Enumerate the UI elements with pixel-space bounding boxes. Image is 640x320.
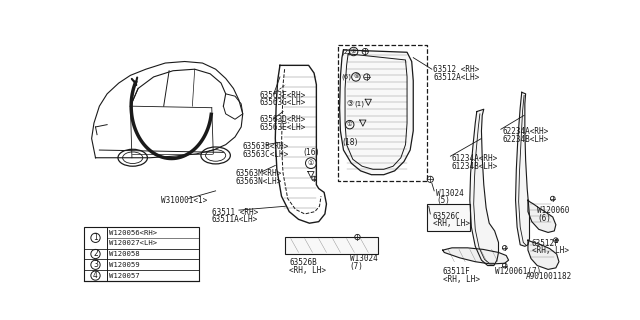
Text: 63563E<LH>: 63563E<LH> <box>260 123 306 132</box>
Text: <RH, LH>: <RH, LH> <box>289 266 326 275</box>
Text: 4: 4 <box>93 271 98 280</box>
Text: W120061(7): W120061(7) <box>495 267 541 276</box>
Text: 63563F<RH>: 63563F<RH> <box>260 91 306 100</box>
Text: 63563G<LH>: 63563G<LH> <box>260 99 306 108</box>
Polygon shape <box>443 248 509 264</box>
Polygon shape <box>516 92 529 246</box>
Text: 63512A<LH>: 63512A<LH> <box>433 73 479 82</box>
Text: W120058: W120058 <box>109 251 140 257</box>
Bar <box>285 237 378 254</box>
Text: 62234B<LH>: 62234B<LH> <box>502 135 548 144</box>
Text: ②: ② <box>351 49 356 54</box>
Text: W120056<RH>: W120056<RH> <box>109 230 157 236</box>
Text: (16): (16) <box>303 148 319 157</box>
Bar <box>84 227 198 281</box>
Text: ①: ① <box>347 122 353 127</box>
Text: (18): (18) <box>342 138 358 147</box>
Text: 63511 <RH>: 63511 <RH> <box>212 208 258 217</box>
Text: (5): (5) <box>436 196 451 205</box>
Text: 63526C: 63526C <box>433 212 460 221</box>
Polygon shape <box>470 109 499 266</box>
Text: <RH, LH>: <RH, LH> <box>443 275 480 284</box>
Text: 63512F: 63512F <box>532 239 559 248</box>
Text: 61234A<RH>: 61234A<RH> <box>452 154 499 163</box>
Text: 63563B<RH>: 63563B<RH> <box>243 142 289 151</box>
Text: 3: 3 <box>93 260 98 269</box>
Text: W120060: W120060 <box>537 206 570 215</box>
Text: 63563N<LH>: 63563N<LH> <box>235 177 281 186</box>
Text: (1): (1) <box>354 100 364 107</box>
Text: 63512 <RH>: 63512 <RH> <box>433 65 479 74</box>
Text: 63563C<LH>: 63563C<LH> <box>243 150 289 159</box>
Text: 63563D<RH>: 63563D<RH> <box>260 116 306 124</box>
Text: 61234B<LH>: 61234B<LH> <box>452 162 499 171</box>
Text: 2: 2 <box>93 250 98 259</box>
Text: 63563M<RH>: 63563M<RH> <box>235 169 281 178</box>
Text: W13024: W13024 <box>349 254 378 263</box>
Text: ①: ① <box>308 160 314 166</box>
Text: W13024: W13024 <box>436 188 464 197</box>
Polygon shape <box>340 50 413 175</box>
Text: ③: ③ <box>346 99 353 108</box>
Text: ④: ④ <box>353 74 358 79</box>
Text: 1: 1 <box>93 233 98 242</box>
Text: W120027<LH>: W120027<LH> <box>109 240 157 245</box>
Text: <RH, LH>: <RH, LH> <box>532 246 569 255</box>
Text: W120057: W120057 <box>109 273 140 278</box>
Polygon shape <box>528 200 556 232</box>
Text: W310001<1>: W310001<1> <box>161 196 207 205</box>
Text: (2): (2) <box>342 48 351 55</box>
Text: W120059: W120059 <box>109 262 140 268</box>
Text: 63511A<LH>: 63511A<LH> <box>212 215 258 225</box>
Text: A901001182: A901001182 <box>526 272 572 281</box>
Bar <box>428 204 470 231</box>
Text: 63511F: 63511F <box>443 267 470 276</box>
Text: <RH, LH>: <RH, LH> <box>433 219 470 228</box>
Text: (6): (6) <box>342 74 351 80</box>
Text: (6): (6) <box>537 214 551 223</box>
Text: 62234A<RH>: 62234A<RH> <box>502 127 548 136</box>
Text: 63526B: 63526B <box>289 258 317 267</box>
Polygon shape <box>528 240 559 269</box>
Text: (7): (7) <box>349 262 364 271</box>
